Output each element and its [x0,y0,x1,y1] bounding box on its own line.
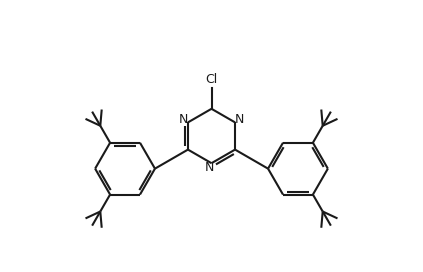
Text: N: N [205,162,214,174]
Text: N: N [235,113,244,126]
Text: Cl: Cl [206,73,217,86]
Text: N: N [179,113,188,126]
